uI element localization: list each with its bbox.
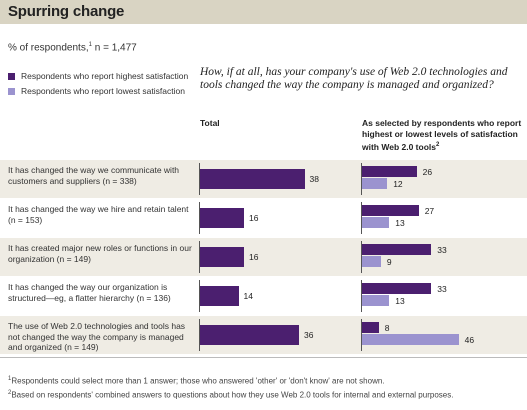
footnote-divider bbox=[0, 357, 527, 358]
lowest-satisfaction-bar bbox=[362, 217, 390, 228]
respondents-note: % of respondents,1 n = 1,477 bbox=[8, 42, 137, 54]
lowest-satisfaction-bar bbox=[362, 295, 390, 306]
column-header-selected: As selected by respondents who report hi… bbox=[362, 118, 522, 152]
highest-satisfaction-bar bbox=[362, 205, 419, 216]
axis-line bbox=[199, 280, 200, 312]
total-value-label: 16 bbox=[249, 213, 259, 223]
axis-line bbox=[361, 280, 362, 312]
highest-satisfaction-bar bbox=[362, 283, 432, 294]
row-label: It has changed the way we hire and retai… bbox=[8, 204, 189, 225]
total-value-label: 14 bbox=[243, 291, 253, 301]
axis-line bbox=[199, 163, 200, 195]
row-label: It has changed the way we communicate wi… bbox=[8, 165, 180, 186]
row-label: It has changed the way our organization … bbox=[8, 282, 171, 303]
chart-title: Spurring change bbox=[8, 3, 125, 20]
total-bar bbox=[200, 247, 244, 267]
highest-value-label: 33 bbox=[437, 245, 447, 255]
axis-line bbox=[361, 202, 362, 234]
total-bar bbox=[200, 208, 244, 228]
title-bar bbox=[0, 0, 527, 24]
legend-highest: Respondents who report highest satisfact… bbox=[8, 71, 188, 81]
lowest-value-label: 13 bbox=[395, 218, 405, 228]
lowest-value-label: 13 bbox=[395, 296, 405, 306]
row-label: The use of Web 2.0 technologies and tool… bbox=[8, 321, 186, 352]
legend-swatch-highest bbox=[8, 73, 15, 80]
survey-question: How, if at all, has your company's use o… bbox=[200, 66, 508, 91]
lowest-satisfaction-bar bbox=[362, 334, 459, 345]
highest-value-label: 26 bbox=[422, 167, 433, 177]
highest-satisfaction-bar bbox=[362, 244, 432, 255]
lowest-satisfaction-bar bbox=[362, 178, 388, 189]
highest-value-label: 33 bbox=[437, 284, 447, 294]
axis-line bbox=[361, 163, 362, 195]
highest-satisfaction-bar bbox=[362, 166, 417, 177]
total-bar bbox=[200, 325, 299, 345]
lowest-value-label: 12 bbox=[393, 179, 403, 189]
row-band bbox=[0, 238, 527, 276]
total-value-label: 16 bbox=[249, 252, 259, 262]
axis-line bbox=[199, 202, 200, 234]
row-label: It has created major new roles or functi… bbox=[8, 243, 192, 264]
highest-value-label: 8 bbox=[384, 323, 390, 333]
lowest-satisfaction-bar bbox=[362, 256, 381, 267]
lowest-value-label: 9 bbox=[386, 257, 392, 267]
axis-line bbox=[361, 319, 362, 351]
column-header-total: Total bbox=[200, 118, 220, 128]
axis-line bbox=[199, 241, 200, 273]
highest-satisfaction-bar bbox=[362, 322, 379, 333]
total-bar bbox=[200, 169, 305, 189]
footnote-1: 1Respondents could select more than 1 an… bbox=[8, 376, 385, 386]
total-bar bbox=[200, 286, 239, 306]
lowest-value-label: 46 bbox=[464, 335, 475, 345]
axis-line bbox=[361, 241, 362, 273]
legend-swatch-lowest bbox=[8, 88, 15, 95]
footnote-2: 2Based on respondents' combined answers … bbox=[8, 390, 454, 400]
highest-value-label: 27 bbox=[424, 206, 435, 216]
total-value-label: 38 bbox=[309, 174, 319, 184]
total-value-label: 36 bbox=[304, 330, 314, 340]
axis-line bbox=[199, 319, 200, 351]
legend-lowest: Respondents who report lowest satisfacti… bbox=[8, 86, 185, 96]
